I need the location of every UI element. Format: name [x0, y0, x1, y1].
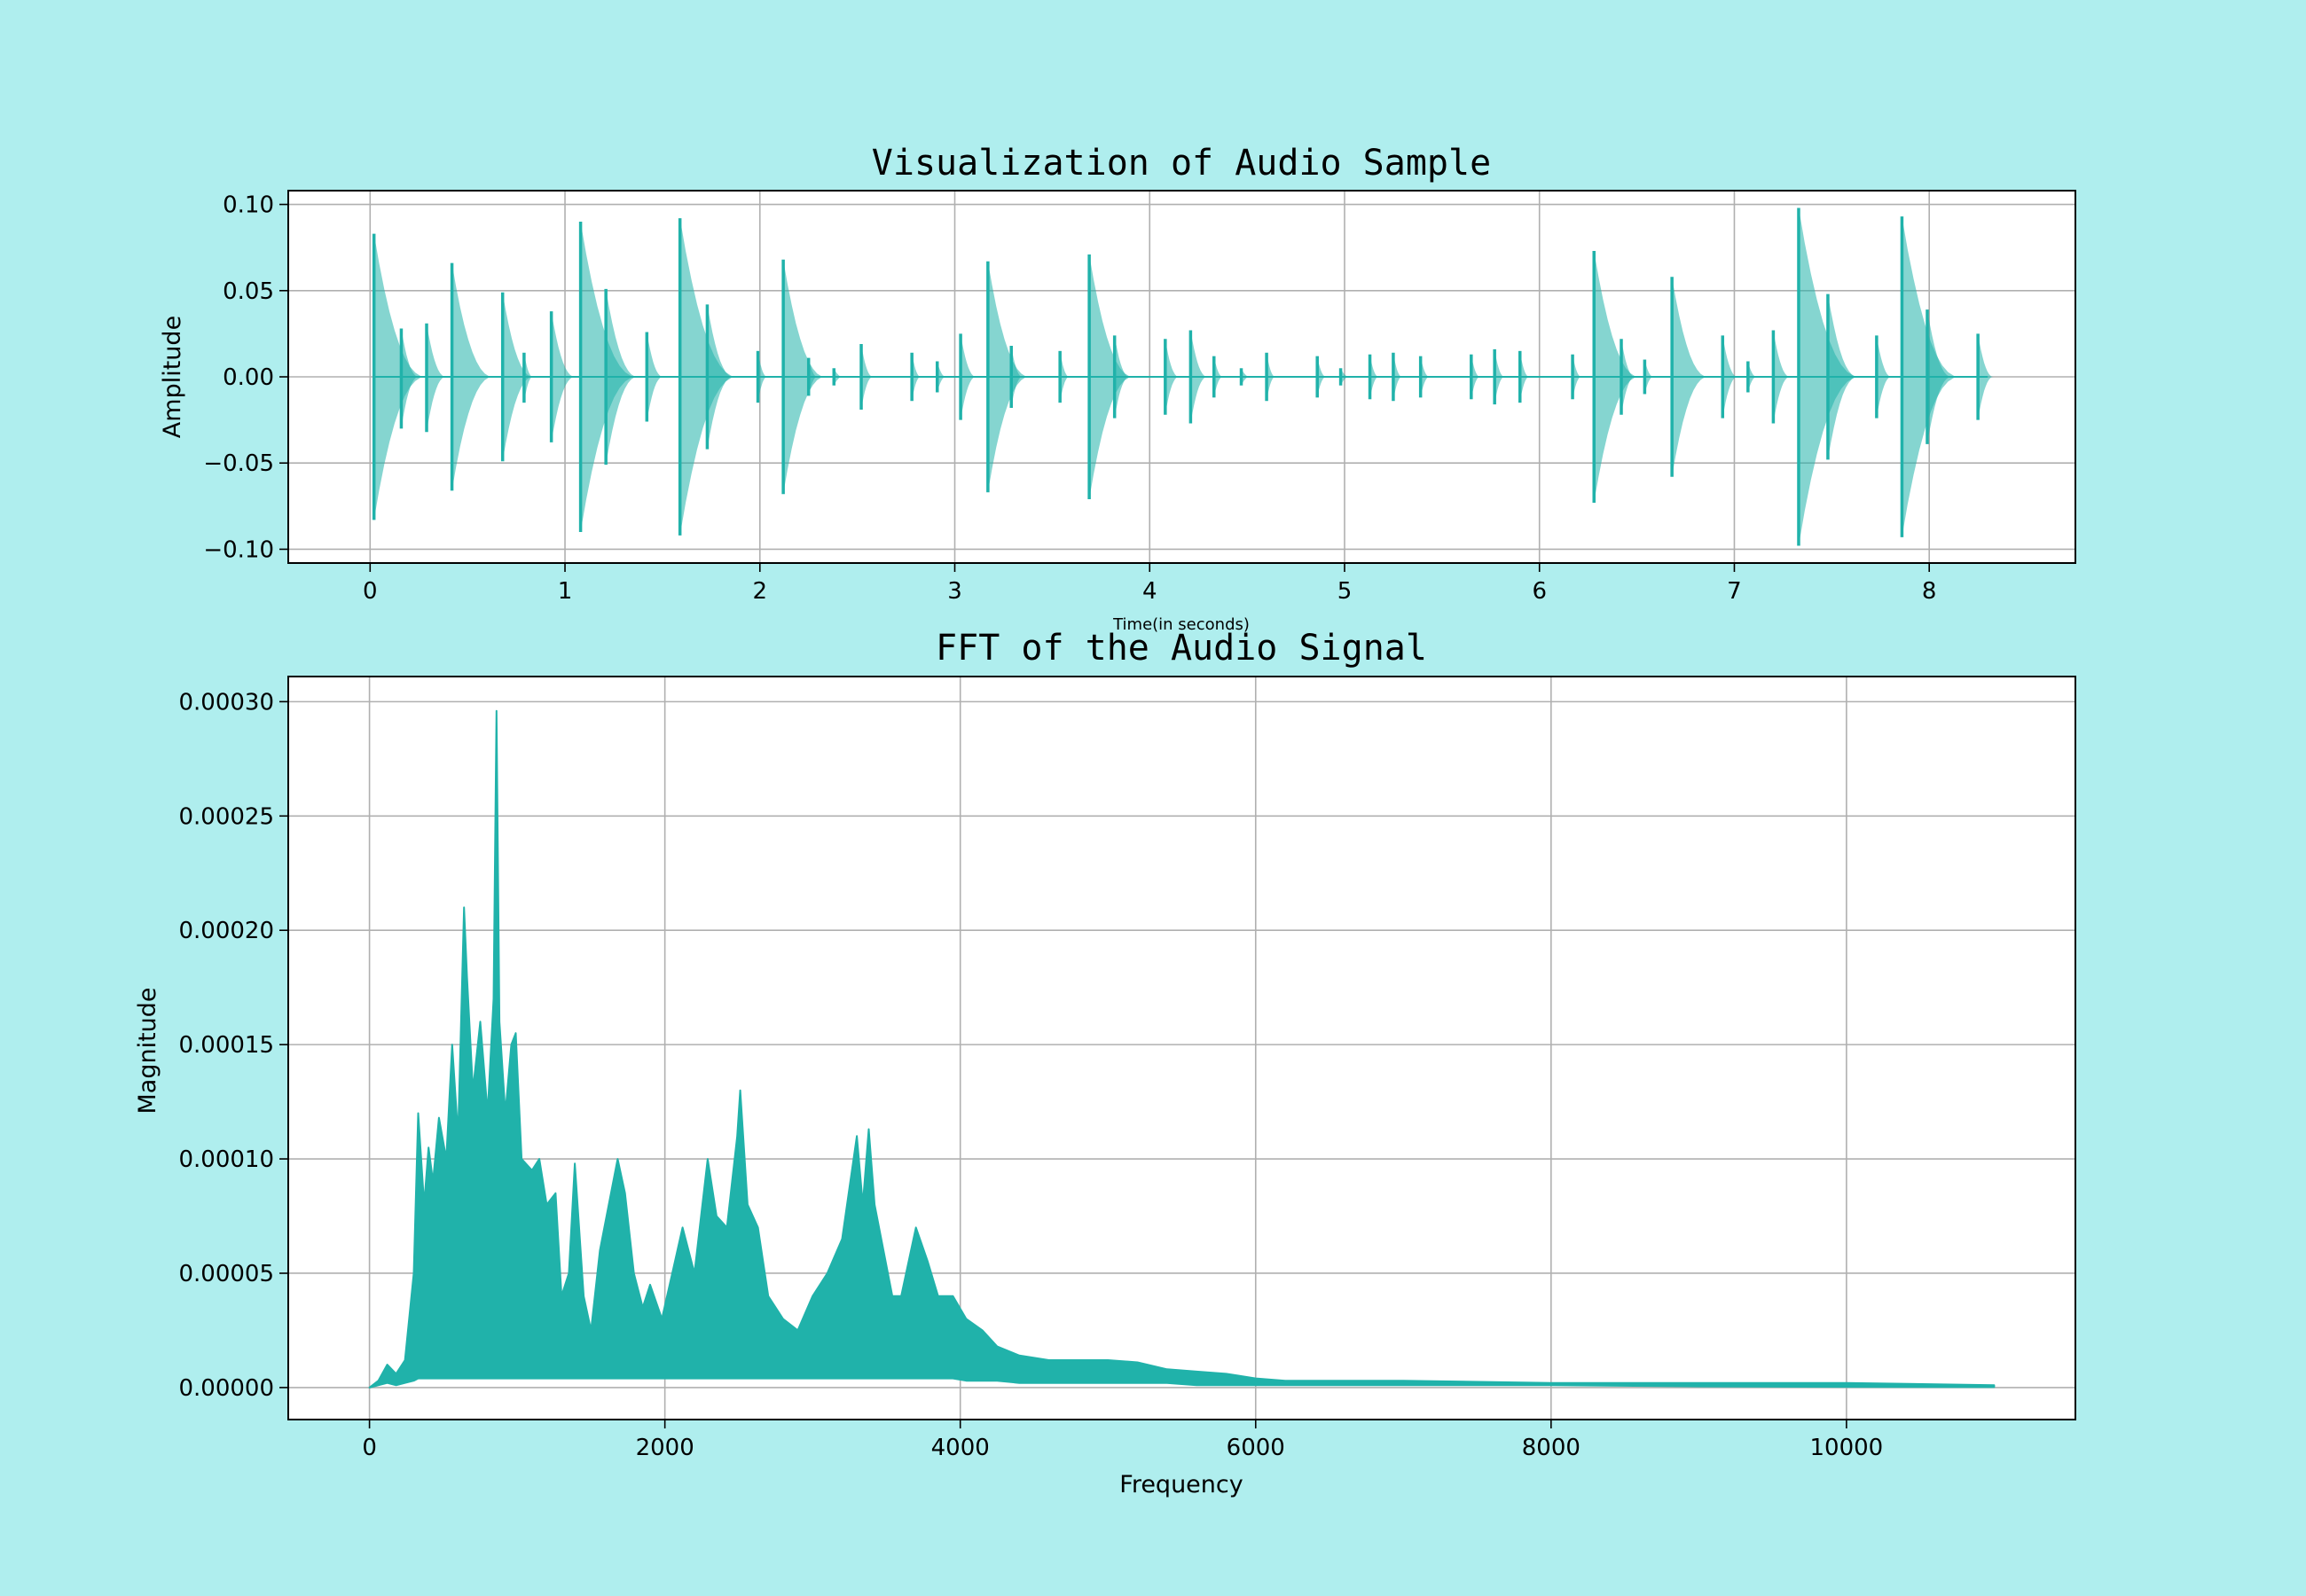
waveform-burst-envelope — [1876, 335, 1892, 419]
waveform-burst-envelope — [1672, 277, 1708, 477]
waveform-burst-envelope — [551, 311, 576, 442]
waveform-burst-envelope — [401, 328, 419, 429]
fft-frame — [287, 676, 2076, 1420]
fft-y-ticks: 0.00030 0.00025 0.00020 0.00015 0.00010 0.000… — [178, 689, 288, 1402]
waveform-burst-envelope — [1644, 359, 1654, 395]
waveform-burst-envelope — [1011, 346, 1023, 408]
x-tick-label: 1 — [558, 578, 573, 605]
waveform-burst-envelope — [757, 350, 768, 403]
x-tick-label: 6 — [1532, 578, 1547, 605]
waveform-burst-envelope — [1190, 330, 1208, 424]
waveform-burst-envelope — [1494, 348, 1505, 405]
waveform-burst-envelope — [647, 332, 663, 422]
waveform-burst-envelope — [1747, 361, 1757, 393]
y-tick-label: 0.10 — [223, 192, 274, 219]
x-tick-label: 8000 — [1522, 1435, 1580, 1461]
waveform-burst-envelope — [1392, 352, 1402, 402]
fft-chart: 0 2000 4000 6000 8000 10000 0.000300.000250.0… — [134, 628, 2076, 1498]
waveform-burst-envelope — [1621, 339, 1635, 415]
waveform-marks — [372, 207, 1994, 546]
waveform-y-ticks: 0.10 0.05 0.00 −0.05 −0.10 — [203, 192, 288, 563]
y-tick-label: 0.00000 — [178, 1375, 274, 1402]
waveform-burst-envelope — [834, 368, 843, 386]
fft-plot-area — [288, 677, 2075, 1420]
waveform-burst-envelope — [523, 352, 533, 403]
waveform-burst-envelope — [861, 344, 874, 410]
x-tick-label: 8 — [1922, 578, 1937, 605]
waveform-burst-envelope — [1773, 330, 1791, 424]
waveform-chart: 0 1 2 3 4 5 6 7 8 0.10 0.05 0.00 −0.05 −0.10 Visuali… — [159, 143, 2076, 634]
y-tick-label: 0.00020 — [178, 918, 274, 944]
waveform-burst-envelope — [427, 323, 446, 433]
waveform-burst-envelope — [1089, 254, 1133, 500]
fft-x-label: Frequency — [1119, 1471, 1243, 1498]
waveform-burst-envelope — [987, 261, 1030, 493]
waveform-burst-envelope — [1978, 333, 1994, 420]
y-tick-label: 0.00015 — [178, 1032, 274, 1059]
y-tick-label: 0.00010 — [178, 1146, 274, 1173]
x-tick-label: 0 — [362, 1435, 377, 1461]
waveform-burst-envelope — [1165, 339, 1180, 415]
x-tick-label: 0 — [363, 578, 378, 605]
x-tick-label: 5 — [1337, 578, 1353, 605]
waveform-burst-envelope — [1519, 350, 1530, 403]
waveform-burst-envelope — [1827, 293, 1858, 460]
waveform-burst-envelope — [961, 333, 977, 420]
waveform-burst-envelope — [1471, 354, 1480, 400]
waveform-burst-envelope — [707, 304, 733, 450]
waveform-burst-envelope — [606, 288, 638, 466]
waveform-title: Visualization of Audio Sample — [872, 143, 1491, 184]
fft-marks — [368, 709, 1996, 1389]
fft-grid — [288, 677, 2075, 1420]
y-tick-label: 0.00005 — [178, 1261, 274, 1287]
waveform-burst-envelope — [1573, 354, 1582, 400]
waveform-burst-envelope — [1267, 352, 1276, 402]
waveform-burst-envelope — [1420, 356, 1430, 398]
waveform-x-ticks: 0 1 2 3 4 5 6 7 8 — [363, 563, 1936, 605]
x-tick-label: 3 — [947, 578, 962, 605]
waveform-burst-envelope — [1369, 354, 1379, 400]
fft-y-label: Magnitude — [134, 987, 161, 1114]
x-tick-label: 6000 — [1227, 1435, 1285, 1461]
y-tick-label: −0.05 — [203, 450, 274, 477]
waveform-burst-envelope — [912, 352, 922, 402]
y-tick-label: 0.00 — [223, 364, 274, 391]
waveform-burst-envelope — [1114, 335, 1130, 419]
y-tick-label: −0.10 — [203, 536, 274, 563]
waveform-burst-envelope — [808, 357, 818, 396]
waveform-burst-envelope — [1722, 335, 1738, 419]
x-tick-label: 7 — [1727, 578, 1742, 605]
waveform-x-label: Time(in seconds) — [1112, 615, 1250, 634]
waveform-burst-envelope — [1594, 251, 1640, 503]
waveform-burst-envelope — [1317, 356, 1327, 398]
waveform-burst-envelope — [783, 259, 826, 495]
waveform-burst-envelope — [1060, 350, 1070, 403]
waveform-y-label: Amplitude — [159, 316, 186, 438]
y-tick-label: 0.05 — [223, 278, 274, 305]
fft-x-ticks: 0 2000 4000 6000 8000 10000 — [362, 1420, 1883, 1461]
x-tick-label: 2000 — [636, 1435, 694, 1461]
x-tick-label: 2 — [752, 578, 767, 605]
waveform-burst-envelope — [1927, 309, 1952, 444]
waveform-burst-envelope — [1213, 356, 1223, 398]
waveform-burst-envelope — [1241, 368, 1251, 386]
waveform-burst-envelope — [451, 262, 493, 491]
waveform-burst-envelope — [937, 361, 946, 393]
waveform-burst-envelope — [502, 292, 533, 462]
x-tick-label: 4000 — [931, 1435, 990, 1461]
fft-title: FFT of the Audio Signal — [936, 628, 1427, 669]
y-tick-label: 0.00025 — [178, 803, 274, 830]
x-tick-label: 10000 — [1810, 1435, 1884, 1461]
x-tick-label: 4 — [1142, 578, 1157, 605]
y-tick-label: 0.00030 — [178, 689, 274, 716]
fft-magnitude-area — [368, 709, 1996, 1389]
waveform-burst-envelope — [1340, 368, 1350, 386]
